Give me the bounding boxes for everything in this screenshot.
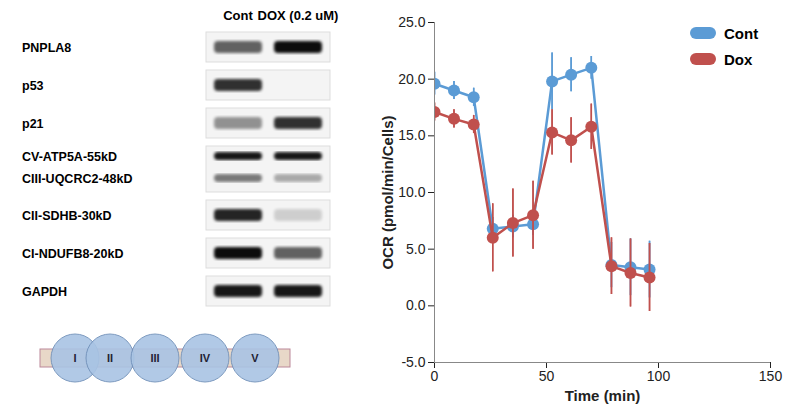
- svg-text:V: V: [251, 352, 259, 364]
- svg-text:III: III: [150, 352, 159, 364]
- svg-text:Cont: Cont: [223, 8, 253, 23]
- svg-text:OCR (pmol/min/Cells): OCR (pmol/min/Cells): [379, 115, 396, 269]
- svg-text:CIII-UQCRC2-48kD: CIII-UQCRC2-48kD: [22, 172, 132, 186]
- svg-text:-5.0: -5.0: [401, 354, 425, 370]
- svg-text:PNPLA8: PNPLA8: [22, 41, 71, 55]
- svg-text:II: II: [107, 352, 113, 364]
- svg-text:I: I: [73, 352, 76, 364]
- svg-text:Time (min): Time (min): [565, 387, 641, 404]
- svg-text:5.0: 5.0: [406, 241, 426, 257]
- svg-text:CII-SDHB-30kD: CII-SDHB-30kD: [22, 209, 112, 223]
- svg-text:20.0: 20.0: [398, 71, 425, 87]
- svg-text:0: 0: [431, 368, 439, 384]
- svg-text:CV-ATP5A-55kD: CV-ATP5A-55kD: [22, 150, 117, 164]
- svg-text:DOX (0.2 uM): DOX (0.2 uM): [258, 8, 339, 23]
- svg-text:50: 50: [539, 368, 555, 384]
- svg-text:100: 100: [647, 368, 671, 384]
- html-text:Dox: Dox: [724, 50, 753, 68]
- svg-text:p53: p53: [22, 79, 44, 93]
- svg-text:0.0: 0.0: [406, 297, 426, 313]
- html-text:Cont: Cont: [724, 24, 759, 42]
- svg-text:25.0: 25.0: [398, 14, 425, 30]
- svg-text:10.0: 10.0: [398, 184, 425, 200]
- svg-text:15.0: 15.0: [398, 127, 425, 143]
- svg-text:CI-NDUFB8-20kD: CI-NDUFB8-20kD: [22, 247, 123, 261]
- svg-text:p21: p21: [22, 117, 44, 131]
- svg-text:IV: IV: [200, 352, 211, 364]
- svg-text:150: 150: [759, 368, 783, 384]
- svg-text:GAPDH: GAPDH: [22, 285, 67, 299]
